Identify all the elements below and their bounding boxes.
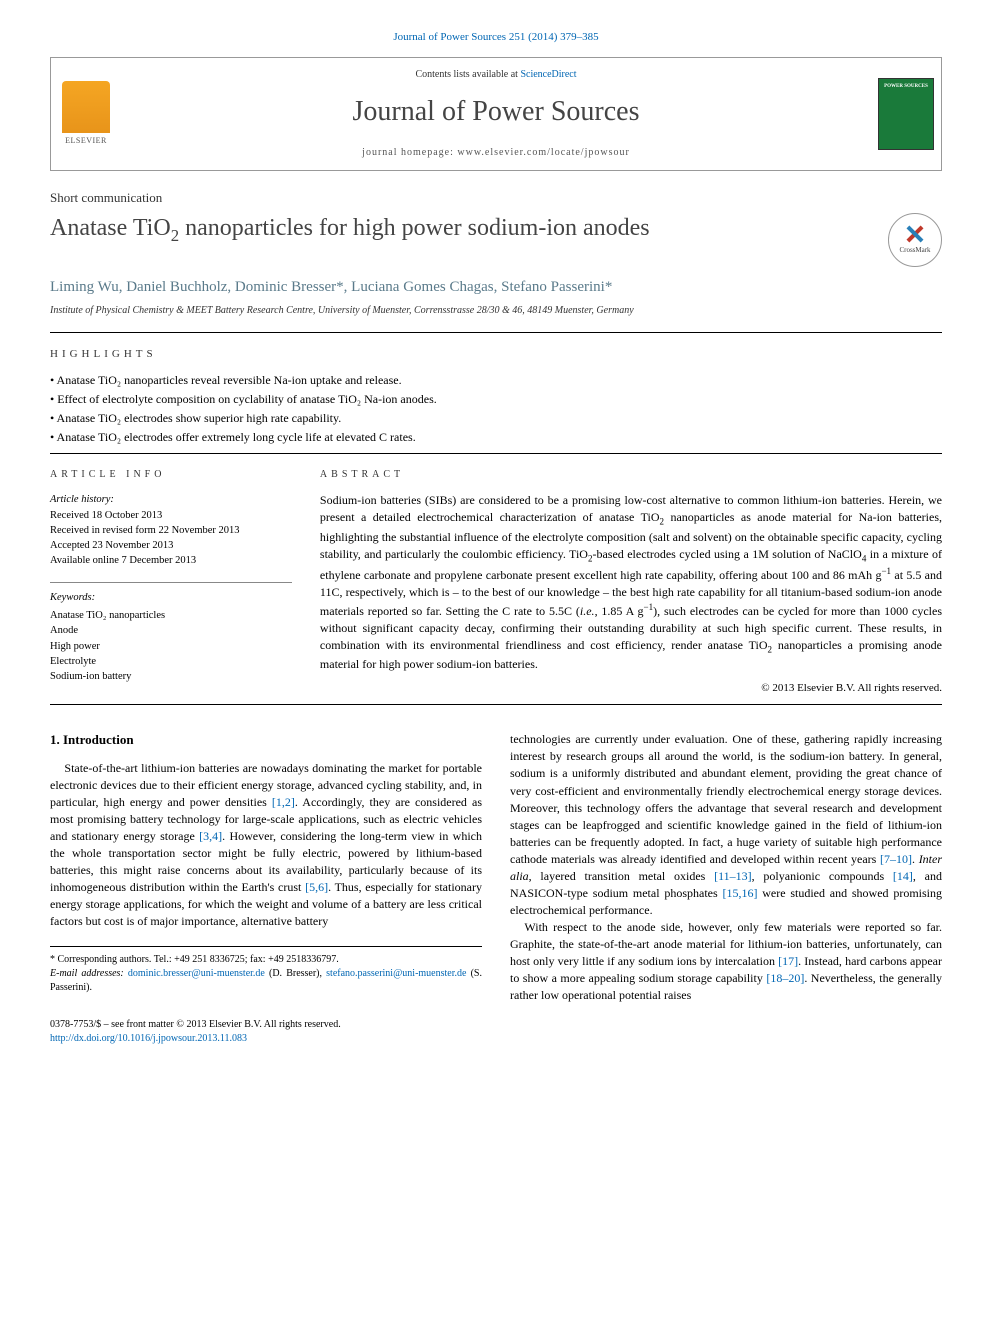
issn-doi-block: 0378-7753/$ – see front matter © 2013 El…	[50, 1018, 942, 1046]
crossmark-badge[interactable]: CrossMark	[888, 213, 942, 267]
crossmark-icon	[905, 224, 925, 244]
received-date: Received 18 October 2013	[50, 508, 292, 523]
body-text: 1. Introduction State-of-the-art lithium…	[50, 731, 942, 1004]
history-head: Article history:	[50, 492, 292, 507]
issn-line: 0378-7753/$ – see front matter © 2013 El…	[50, 1018, 942, 1032]
article-title: Anatase TiO2 nanoparticles for high powe…	[50, 213, 650, 247]
revised-date: Received in revised form 22 November 201…	[50, 523, 292, 538]
divider	[50, 332, 942, 333]
cover-image	[878, 78, 934, 150]
keyword-item: High power	[50, 639, 292, 654]
abstract-text: Sodium-ion batteries (SIBs) are consider…	[320, 492, 942, 673]
elsevier-tree-icon	[62, 81, 110, 133]
abstract-column: abstract Sodium-ion batteries (SIBs) are…	[320, 468, 942, 696]
highlight-item: Anatase TiO₂ electrodes offer extremely …	[50, 429, 942, 446]
divider	[50, 453, 942, 454]
elsevier-logo[interactable]: ELSEVIER	[51, 58, 121, 169]
keywords-list: Anatase TiO₂ nanoparticlesAnodeHigh powe…	[50, 608, 292, 684]
highlight-item: Anatase TiO₂ nanoparticles reveal revers…	[50, 372, 942, 389]
highlight-item: Effect of electrolyte composition on cyc…	[50, 391, 942, 408]
email-label: E-mail addresses:	[50, 968, 124, 979]
corr-author-line: * Corresponding authors. Tel.: +49 251 8…	[50, 953, 482, 967]
keyword-item: Sodium-ion battery	[50, 669, 292, 684]
contents-list-line: Contents lists available at ScienceDirec…	[121, 68, 871, 82]
keywords-heading: Keywords:	[50, 591, 292, 606]
journal-homepage: journal homepage: www.elsevier.com/locat…	[121, 146, 871, 160]
email-link-2[interactable]: stefano.passerini@uni-muenster.de	[326, 968, 466, 979]
affiliation: Institute of Physical Chemistry & MEET B…	[50, 304, 942, 318]
email-name-1: (D. Bresser),	[269, 968, 322, 979]
accepted-date: Accepted 23 November 2013	[50, 538, 292, 553]
divider	[50, 582, 292, 583]
email-link-1[interactable]: dominic.bresser@uni-muenster.de	[128, 968, 265, 979]
author-list: Liming Wu, Daniel Buchholz, Dominic Bres…	[50, 277, 942, 298]
section-heading-introduction: 1. Introduction	[50, 731, 482, 749]
sciencedirect-link[interactable]: ScienceDirect	[520, 69, 576, 80]
contents-prefix: Contents lists available at	[415, 69, 520, 80]
highlights-heading: highlights	[50, 347, 942, 362]
article-info-heading: article info	[50, 468, 292, 482]
doi-link[interactable]: http://dx.doi.org/10.1016/j.jpowsour.201…	[50, 1033, 247, 1044]
article-history: Article history: Received 18 October 201…	[50, 492, 292, 568]
article-info-column: article info Article history: Received 1…	[50, 468, 292, 696]
keyword-item: Anatase TiO₂ nanoparticles	[50, 608, 292, 623]
journal-cover-thumbnail[interactable]	[871, 58, 941, 169]
publisher-label: ELSEVIER	[65, 135, 107, 146]
homepage-prefix: journal homepage:	[362, 147, 457, 158]
divider	[50, 704, 942, 705]
keyword-item: Anode	[50, 623, 292, 638]
intro-paragraph-1: State-of-the-art lithium-ion batteries a…	[50, 760, 482, 930]
journal-name: Journal of Power Sources	[121, 92, 871, 131]
intro-paragraph-1-cont: technologies are currently under evaluat…	[510, 731, 942, 918]
abstract-heading: abstract	[320, 468, 942, 482]
copyright-line: © 2013 Elsevier B.V. All rights reserved…	[320, 681, 942, 696]
crossmark-label: CrossMark	[899, 246, 930, 256]
journal-citation: Journal of Power Sources 251 (2014) 379–…	[50, 30, 942, 45]
intro-paragraph-2: With respect to the anode side, however,…	[510, 919, 942, 1004]
journal-header: ELSEVIER Contents lists available at Sci…	[50, 57, 942, 170]
header-center: Contents lists available at ScienceDirec…	[121, 58, 871, 169]
homepage-url[interactable]: www.elsevier.com/locate/jpowsour	[457, 147, 629, 158]
online-date: Available online 7 December 2013	[50, 553, 292, 568]
corresponding-author-footnote: * Corresponding authors. Tel.: +49 251 8…	[50, 946, 482, 995]
keyword-item: Electrolyte	[50, 654, 292, 669]
highlights-list: Anatase TiO₂ nanoparticles reveal revers…	[50, 372, 942, 445]
article-type: Short communication	[50, 189, 942, 207]
highlight-item: Anatase TiO₂ electrodes show superior hi…	[50, 410, 942, 427]
